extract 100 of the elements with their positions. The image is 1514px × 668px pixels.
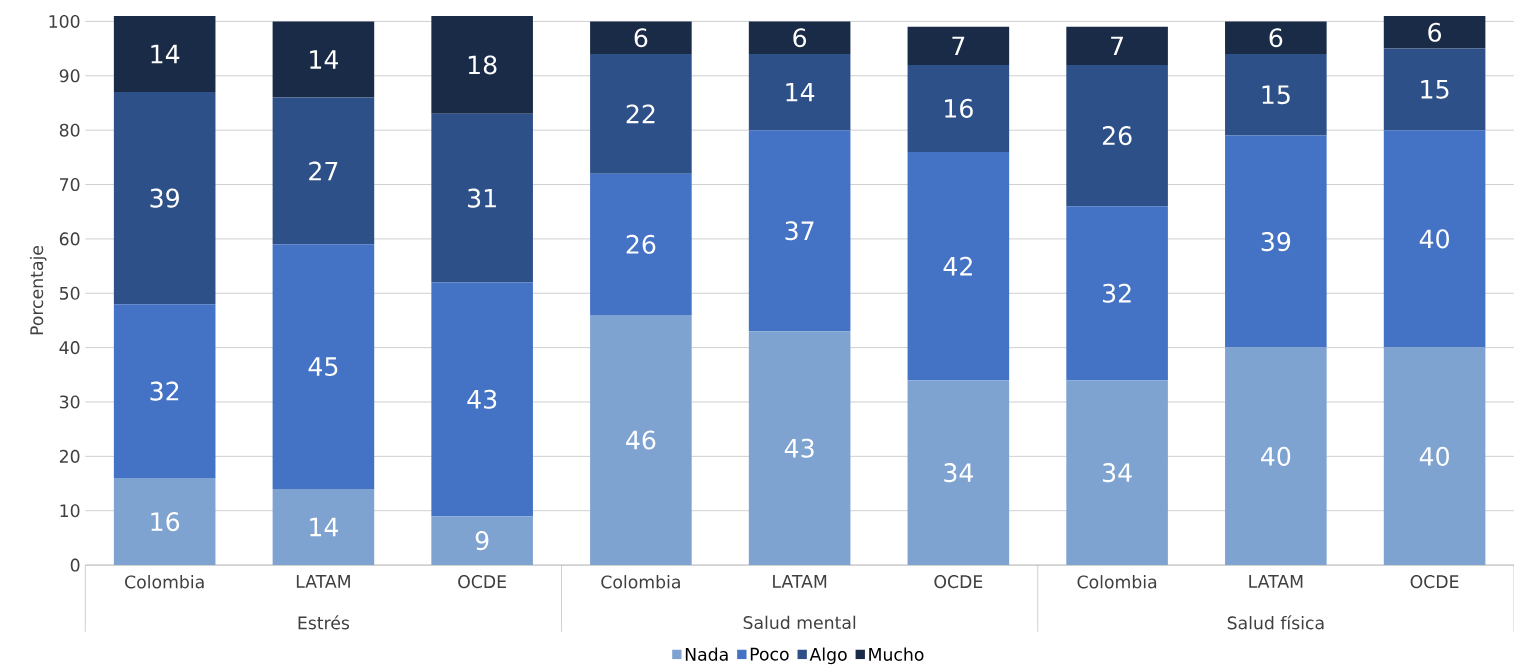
data-label: 14 [786,83,815,102]
data-label: 15 [1262,85,1290,105]
y-tick-label: 40 [59,341,80,355]
y-tick-label: 100 [49,15,80,29]
bar [272,97,375,245]
data-label: 26 [626,234,656,254]
bar [590,21,692,55]
legend-label: Poco [750,647,789,661]
data-label: 32 [1102,283,1131,303]
bar [1383,48,1486,131]
bar [272,244,375,490]
data-label: 18 [468,55,497,75]
bar [590,173,692,316]
bar [907,152,1010,381]
bar [113,92,216,305]
data-label: 14 [310,517,339,537]
data-label: 31 [468,188,496,208]
data-label: 40 [1261,446,1291,467]
data-label: 40 [1419,229,1449,249]
bar [431,113,533,283]
text: Salud física [1227,615,1324,630]
data-label: 15 [1421,80,1449,99]
data-label: 34 [944,463,973,483]
x-tick-label: OCDE [934,575,983,589]
bar [1225,54,1327,136]
legend-label: Mucho [869,647,924,662]
bar [113,304,216,479]
data-label: 46 [626,430,656,450]
bar [1066,206,1168,381]
bar [113,16,216,93]
bar [1066,27,1168,66]
data-label: 9 [475,531,489,551]
bar [431,282,533,517]
x-tick-label: Colombia [601,575,680,589]
bar [748,130,851,332]
bar [907,380,1010,566]
y-tick-label: 60 [59,232,80,246]
bar [907,27,1010,66]
bar [748,21,851,55]
bar [113,478,216,566]
data-label: 6 [1269,28,1283,48]
x-tick-label: OCDE [458,575,506,589]
data-label: 26 [1102,126,1132,146]
data-label: 6 [793,28,807,48]
y-axis-title: Porcentaje [29,246,47,335]
x-tick-label: LATAM [296,575,350,588]
data-label: 37 [785,221,814,241]
y-tick-label: 50 [59,286,80,300]
y-tick-label: 70 [60,178,80,192]
data-label: 43 [784,438,814,458]
data-label: 7 [1111,36,1123,56]
data-label: 27 [309,161,338,181]
data-label: 22 [626,104,655,124]
bar [748,331,851,566]
bar [431,516,533,566]
legend-label: Algo [809,647,847,665]
y-tick-label: 30 [59,395,80,409]
bar [1066,65,1168,207]
data-label: 14 [310,50,339,69]
data-label: 7 [952,36,965,56]
data-label: 32 [150,381,179,401]
x-tick-label: LATAM [1249,575,1303,588]
y-tick-label: 80 [59,123,80,137]
data-label: 39 [1261,232,1291,252]
data-label: 39 [150,188,179,208]
bar [1225,21,1327,55]
bar [1066,380,1168,566]
y-tick-label: 0 [70,558,80,572]
data-label: 16 [945,99,973,119]
bar [1383,130,1486,348]
bar [1225,135,1327,348]
bar [907,65,1010,153]
data-label: 14 [151,44,180,64]
bar [1225,347,1327,566]
bar [1383,347,1486,566]
data-label: 34 [1102,463,1132,483]
text: Estrés [298,615,350,630]
bar [431,16,533,114]
x-tick-label: Colombia [125,575,204,589]
bar [748,54,851,131]
x-tick-label: Colombia [1077,575,1157,589]
bar [590,315,692,566]
y-tick-label: 20 [59,449,80,464]
data-label: 16 [151,512,180,532]
bar [1383,16,1486,49]
bar [590,54,692,174]
bar [272,21,375,98]
y-tick-label: 90 [59,69,80,83]
x-tick-label: LATAM [773,575,827,588]
text: Salud mental [743,615,856,630]
data-label: 6 [1428,22,1442,42]
data-label: 6 [634,28,648,48]
x-tick-label: OCDE [1410,575,1459,589]
legend-label: Nada [685,647,728,662]
data-label: 42 [943,256,972,276]
data-label: 43 [467,389,497,409]
y-tick-label: 10 [60,504,80,518]
data-label: 40 [1419,446,1449,467]
data-label: 45 [308,357,338,377]
bar [272,489,375,566]
